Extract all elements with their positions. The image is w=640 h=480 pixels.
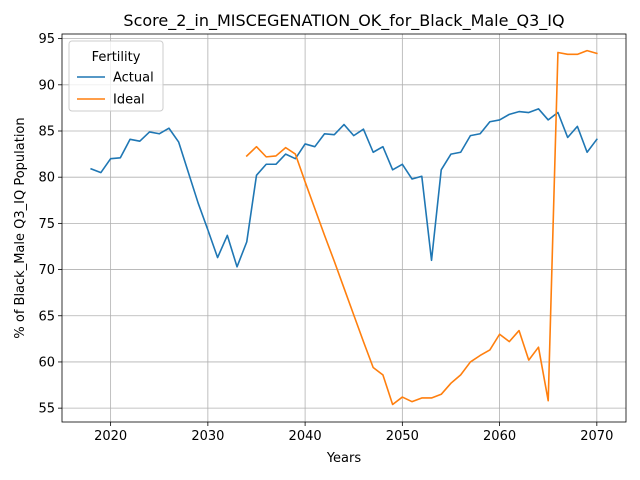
grid [62, 34, 626, 422]
legend-label: Ideal [113, 93, 145, 108]
series-lines [90, 49, 598, 406]
legend-box [68, 40, 164, 112]
y-tick-label: 55 [38, 402, 55, 417]
x-tick-label: 2050 [386, 429, 419, 444]
y-tick-label: 85 [38, 125, 55, 140]
y-tick-label: 75 [38, 217, 55, 232]
y-tick-label: 80 [38, 171, 55, 186]
axis-ticks: 2020 2030 2040 2050 2060 2070 55 60 65 70 75 80 85 90… [38, 32, 613, 444]
x-tick-label: 2060 [483, 429, 516, 444]
legend-items: Actual Ideal [77, 71, 154, 108]
y-axis-title: % of Black_Male Q3_IQ Population [13, 117, 28, 338]
x-axis-title: Years [326, 451, 362, 466]
y-tick-label: 65 [38, 309, 55, 324]
legend: Fertility Actual Ideal [68, 40, 164, 112]
y-tick-label: 90 [38, 78, 55, 93]
x-tick-label: 2030 [191, 429, 224, 444]
legend-label: Actual [113, 71, 154, 86]
x-tick-label: 2040 [289, 429, 322, 444]
legend-title: Fertility [92, 50, 141, 65]
y-tick-label: 95 [38, 32, 55, 47]
y-tick-label: 70 [38, 263, 55, 278]
x-tick-label: 2070 [580, 429, 613, 444]
x-tick-label: 2020 [94, 429, 127, 444]
chart-title: Score_2_in_MISCEGENATION_OK_for_Black_Ma… [123, 11, 564, 31]
plot-area-frame [61, 33, 627, 423]
y-tick-label: 60 [38, 355, 55, 370]
series-line-ideal [245, 49, 598, 406]
series-line-actual [90, 108, 598, 268]
